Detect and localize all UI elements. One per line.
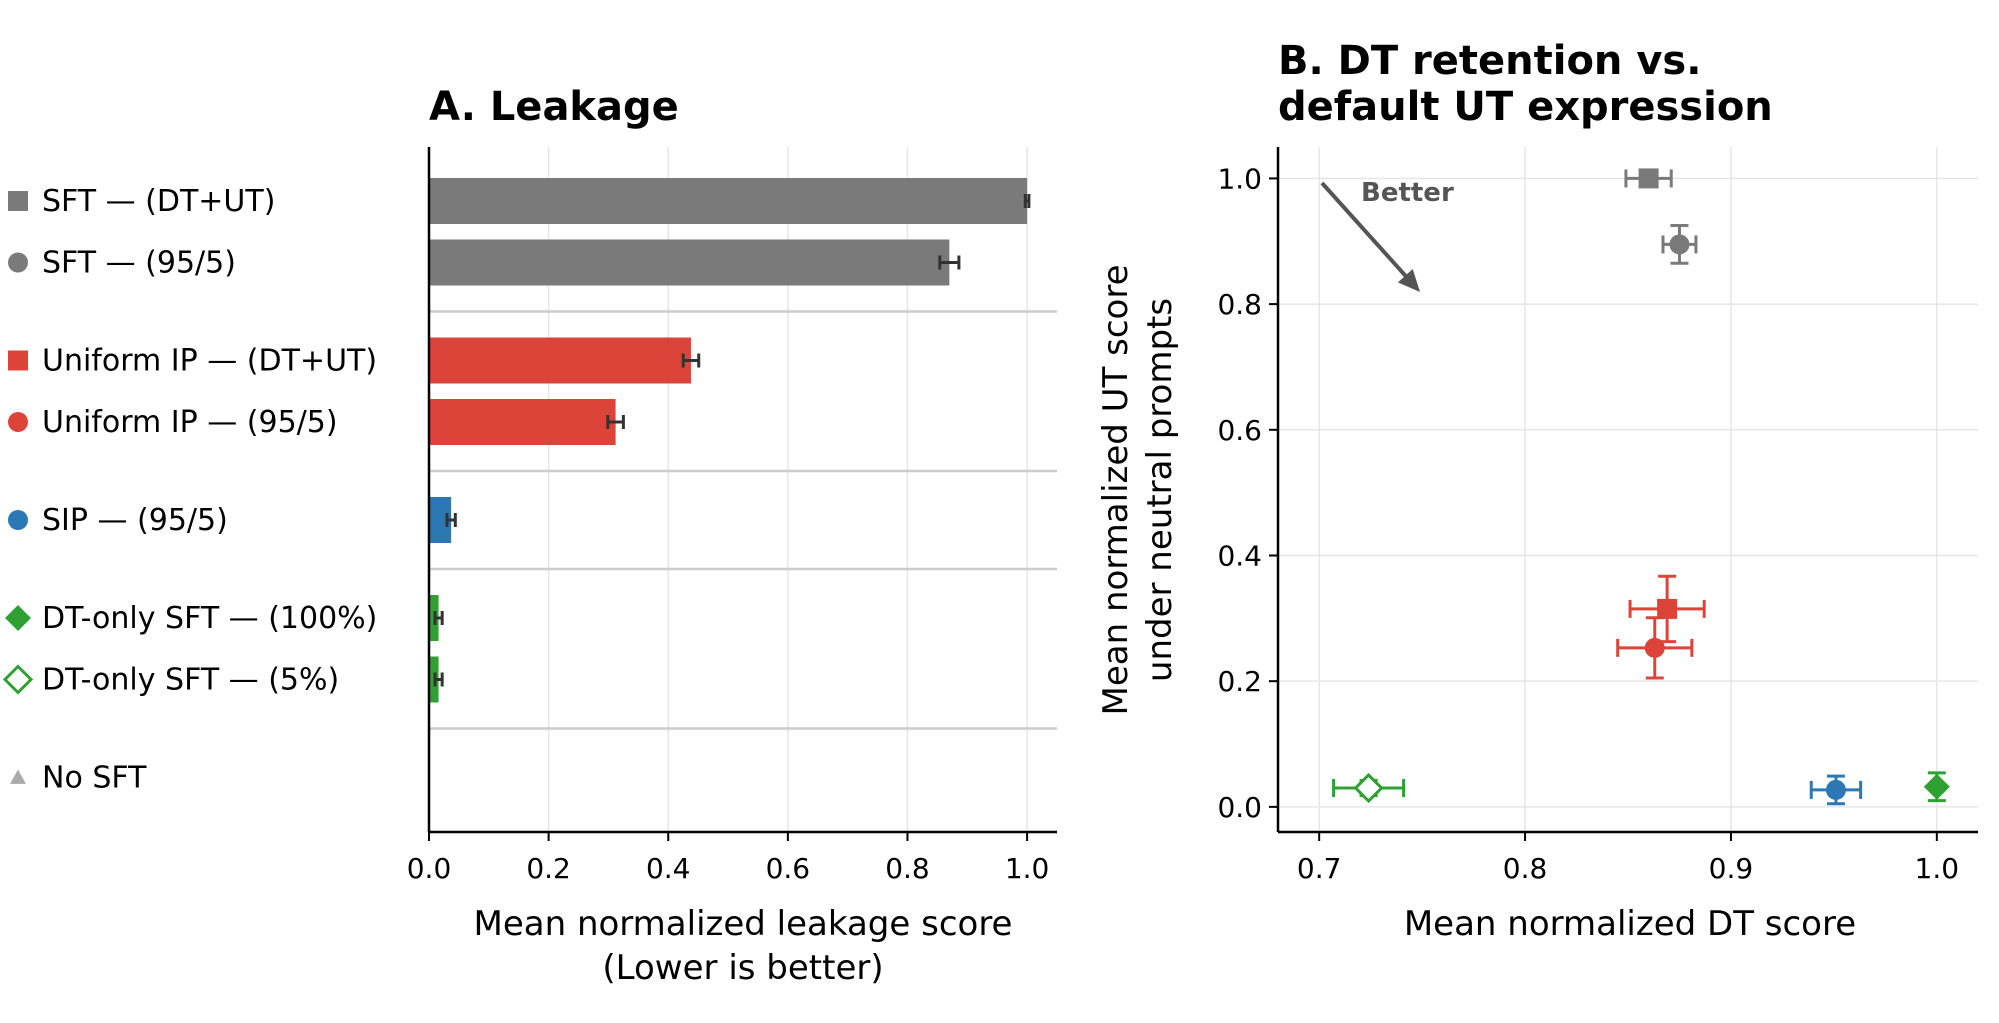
category-marker (5, 605, 31, 631)
y-tick-label: 1.0 (1217, 162, 1262, 195)
x-tick-label: 0.8 (885, 852, 930, 885)
x-tick-label: 0.8 (1503, 852, 1548, 885)
x-tick-label: 0.2 (526, 852, 571, 885)
category-label: SFT — (DT+UT) (42, 184, 275, 219)
bar (429, 497, 452, 543)
bar (429, 337, 691, 384)
category-label: Uniform IP — (DT+UT) (42, 344, 377, 379)
category-label: No SFT (42, 761, 147, 796)
bar (429, 239, 950, 286)
error-bar (433, 672, 444, 687)
category-label: DT-only SFT — (5%) (42, 663, 339, 698)
error-bar (681, 353, 701, 368)
x-tick-label: 0.0 (407, 852, 452, 885)
x-tick-label: 1.0 (1915, 852, 1960, 885)
data-point (1669, 234, 1690, 255)
data-point (1825, 779, 1846, 800)
x-tick-label: 0.7 (1297, 852, 1342, 885)
error-bar (1023, 194, 1031, 208)
y-axis-label: under neutral prompts (1140, 298, 1180, 682)
chart-title: A. Leakage (429, 84, 679, 130)
leakage-bar-chart: A. Leakage SFT — (DT+UT) SFT — (95/5) Unifo… (2, 84, 1057, 988)
category-marker (8, 191, 28, 211)
category-label: SFT — (95/5) (42, 246, 236, 281)
y-tick-label: 0.2 (1217, 665, 1262, 698)
dt-retention-scatter-chart: B. DT retention vs.default UT expression… (1096, 38, 1978, 944)
x-axis-label: Mean normalized DT score (1404, 904, 1856, 944)
x-tick-label: 1.0 (1005, 852, 1050, 885)
x-tick-label: 0.4 (646, 852, 691, 885)
y-tick-label: 0.6 (1217, 414, 1262, 447)
y-tick-label: 0.0 (1217, 791, 1262, 824)
category-marker (8, 252, 28, 273)
data-point (1644, 637, 1665, 658)
x-tick-label: 0.9 (1709, 852, 1754, 885)
better-arrow-head (1397, 268, 1420, 292)
error-bar (606, 415, 625, 429)
data-point (1657, 598, 1678, 619)
category-label: Uniform IP — (95/5) (42, 405, 338, 440)
chart-title: default UT expression (1278, 84, 1773, 130)
y-tick-label: 0.8 (1217, 288, 1262, 321)
y-tick-label: 0.4 (1217, 539, 1262, 572)
error-bar (938, 255, 961, 270)
category-marker (2, 664, 34, 695)
bar (429, 399, 616, 445)
x-axis-label: Mean normalized leakage score (474, 904, 1013, 944)
category-marker (8, 412, 28, 432)
x-tick-label: 0.6 (766, 852, 811, 885)
x-axis-label: (Lower is better) (602, 948, 883, 988)
category-label: DT-only SFT — (100%) (42, 601, 377, 636)
chart-title: B. DT retention vs. (1278, 38, 1701, 84)
category-label: SIP — (95/5) (42, 503, 228, 538)
category-marker (10, 769, 26, 784)
category-marker (8, 350, 28, 371)
error-bar (433, 611, 444, 625)
y-axis-label-group: Mean normalized UT score under neutral pr… (1096, 265, 1180, 716)
error-bar (445, 513, 457, 527)
better-annotation: Better (1361, 178, 1454, 208)
y-axis-label: Mean normalized UT score (1096, 265, 1136, 716)
data-point (1638, 168, 1659, 189)
bar (429, 178, 1028, 224)
better-arrow-line (1320, 181, 1414, 285)
data-point (1353, 772, 1384, 804)
data-point (1923, 773, 1950, 800)
category-marker (8, 510, 28, 530)
